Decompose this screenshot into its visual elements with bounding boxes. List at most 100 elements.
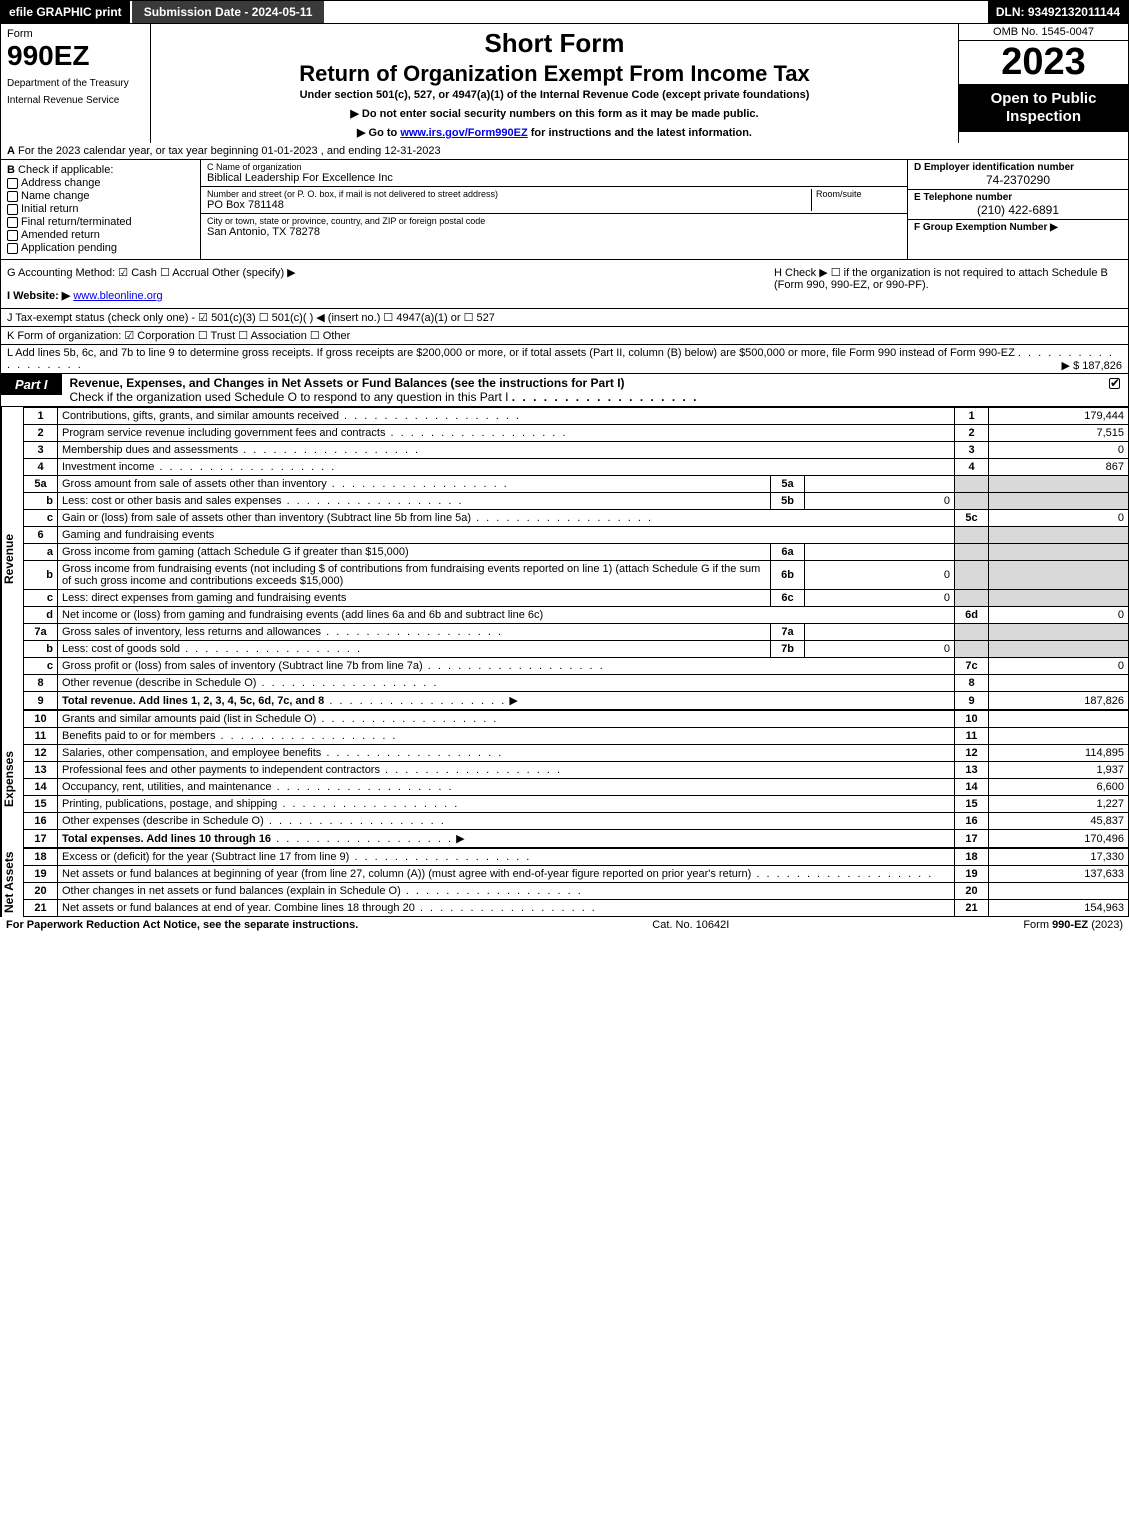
line-17: 17 Total expenses. Add lines 10 through … (24, 830, 1129, 848)
ln16-num: 16 (24, 813, 58, 830)
chk-initial-return-label: Initial return (21, 203, 78, 215)
ln14-num: 14 (24, 779, 58, 796)
ln2-val: 7,515 (989, 425, 1129, 442)
ln5a-num: 5a (24, 476, 58, 493)
ln2-rnum: 2 (955, 425, 989, 442)
ln18-rnum: 18 (955, 849, 989, 866)
g-accounting-method: G Accounting Method: ☑ Cash ☐ Accrual Ot… (7, 266, 762, 279)
ln7b-sl: 7b (771, 641, 805, 658)
ln9-desc: Total revenue. Add lines 1, 2, 3, 4, 5c,… (62, 695, 324, 707)
line-4: 4 Investment income 4 867 (24, 459, 1129, 476)
ln20-desc: Other changes in net assets or fund bala… (62, 885, 401, 897)
c-addr-label: Number and street (or P. O. box, if mail… (207, 189, 811, 199)
ln16-desc: Other expenses (describe in Schedule O) (62, 815, 264, 827)
ln4-rnum: 4 (955, 459, 989, 476)
line-16: 16 Other expenses (describe in Schedule … (24, 813, 1129, 830)
chk-application-pending[interactable]: Application pending (7, 242, 194, 254)
i-website-link[interactable]: www.bleonline.org (73, 290, 162, 302)
part-i-subtitle: Check if the organization used Schedule … (70, 390, 509, 404)
revenue-table: 1 Contributions, gifts, grants, and simi… (23, 407, 1129, 710)
ln12-val: 114,895 (989, 745, 1129, 762)
ln6d-rnum: 6d (955, 607, 989, 624)
dept-treasury: Department of the Treasury (7, 78, 144, 89)
chk-address-change-label: Address change (21, 177, 101, 189)
expenses-table: 10 Grants and similar amounts paid (list… (23, 710, 1129, 848)
ln6a-sl: 6a (771, 544, 805, 561)
i-website-label: I Website: ▶ (7, 290, 70, 302)
chk-address-change[interactable]: Address change (7, 177, 194, 189)
ln6c-sv: 0 (805, 590, 955, 607)
ln11-rnum: 11 (955, 728, 989, 745)
line-20: 20 Other changes in net assets or fund b… (24, 883, 1129, 900)
ln6b-vshade (989, 561, 1129, 590)
ln12-num: 12 (24, 745, 58, 762)
goto-directive: ▶ Go to www.irs.gov/Form990EZ for instru… (157, 126, 952, 139)
ln6d-num: d (24, 607, 58, 624)
ln5b-desc: Less: cost or other basis and sales expe… (62, 495, 282, 507)
ln16-val: 45,837 (989, 813, 1129, 830)
revenue-section: Revenue 1 Contributions, gifts, grants, … (0, 407, 1129, 710)
ln9-rnum: 9 (955, 692, 989, 710)
ln15-rnum: 15 (955, 796, 989, 813)
k-form-of-org: K Form of organization: ☑ Corporation ☐ … (0, 327, 1129, 345)
ln6c-desc: Less: direct expenses from gaming and fu… (62, 592, 346, 604)
ln10-rnum: 10 (955, 711, 989, 728)
ln5a-sl: 5a (771, 476, 805, 493)
ln17-num: 17 (24, 830, 58, 848)
ln6d-val: 0 (989, 607, 1129, 624)
ln5b-num: b (24, 493, 58, 510)
ln19-desc: Net assets or fund balances at beginning… (62, 868, 751, 880)
ln7b-rshade (955, 641, 989, 658)
efile-print-label[interactable]: efile GRAPHIC print (1, 1, 130, 23)
row-a-text: For the 2023 calendar year, or tax year … (18, 145, 441, 157)
ln20-rnum: 20 (955, 883, 989, 900)
ln4-desc: Investment income (62, 461, 154, 473)
ln6-num: 6 (24, 527, 58, 544)
line-1: 1 Contributions, gifts, grants, and simi… (24, 408, 1129, 425)
part-i-title-text: Revenue, Expenses, and Changes in Net As… (70, 376, 625, 390)
line-2: 2 Program service revenue including gove… (24, 425, 1129, 442)
ln6a-num: a (24, 544, 58, 561)
page-footer: For Paperwork Reduction Act Notice, see … (0, 917, 1129, 933)
ln5a-vshade (989, 476, 1129, 493)
part-i-tab: Part I (1, 374, 62, 395)
ln20-val (989, 883, 1129, 900)
org-info-grid: B Check if applicable: Address change Na… (0, 160, 1129, 260)
goto-post: for instructions and the latest informat… (528, 127, 752, 139)
header-middle: Short Form Return of Organization Exempt… (151, 24, 958, 143)
ln3-desc: Membership dues and assessments (62, 444, 238, 456)
netassets-vlabel: Net Assets (1, 848, 23, 917)
ln10-val (989, 711, 1129, 728)
ln8-desc: Other revenue (describe in Schedule O) (62, 677, 256, 689)
chk-amended-return[interactable]: Amended return (7, 229, 194, 241)
line-6a: a Gross income from gaming (attach Sched… (24, 544, 1129, 561)
ln10-desc: Grants and similar amounts paid (list in… (62, 713, 316, 725)
line-18: 18 Excess or (deficit) for the year (Sub… (24, 849, 1129, 866)
ln20-num: 20 (24, 883, 58, 900)
chk-name-change[interactable]: Name change (7, 190, 194, 202)
ln3-val: 0 (989, 442, 1129, 459)
chk-initial-return[interactable]: Initial return (7, 203, 194, 215)
goto-pre: ▶ Go to (357, 127, 400, 139)
ln5b-sv: 0 (805, 493, 955, 510)
ln8-rnum: 8 (955, 675, 989, 692)
chk-final-return[interactable]: Final return/terminated (7, 216, 194, 228)
irs-link[interactable]: www.irs.gov/Form990EZ (400, 127, 527, 139)
part-i-check[interactable] (1104, 374, 1128, 392)
ln21-rnum: 21 (955, 900, 989, 917)
row-a-label: A (7, 145, 15, 157)
header-left: Form 990EZ Department of the Treasury In… (1, 24, 151, 143)
dln-label: DLN: 93492132011144 (988, 1, 1128, 23)
ln6b-rshade (955, 561, 989, 590)
f-group-label: F Group Exemption Number ▶ (914, 222, 1122, 233)
part-i-dots (512, 390, 699, 404)
ln6-desc: Gaming and fundraising events (58, 527, 955, 544)
ln5a-rshade (955, 476, 989, 493)
ln1-num: 1 (24, 408, 58, 425)
footer-form-ref: Form 990-EZ (2023) (1023, 919, 1123, 931)
ln6d-desc: Net income or (loss) from gaming and fun… (62, 609, 543, 621)
line-7c: c Gross profit or (loss) from sales of i… (24, 658, 1129, 675)
ln13-val: 1,937 (989, 762, 1129, 779)
ln15-desc: Printing, publications, postage, and shi… (62, 798, 277, 810)
ln6-rshade (955, 527, 989, 544)
